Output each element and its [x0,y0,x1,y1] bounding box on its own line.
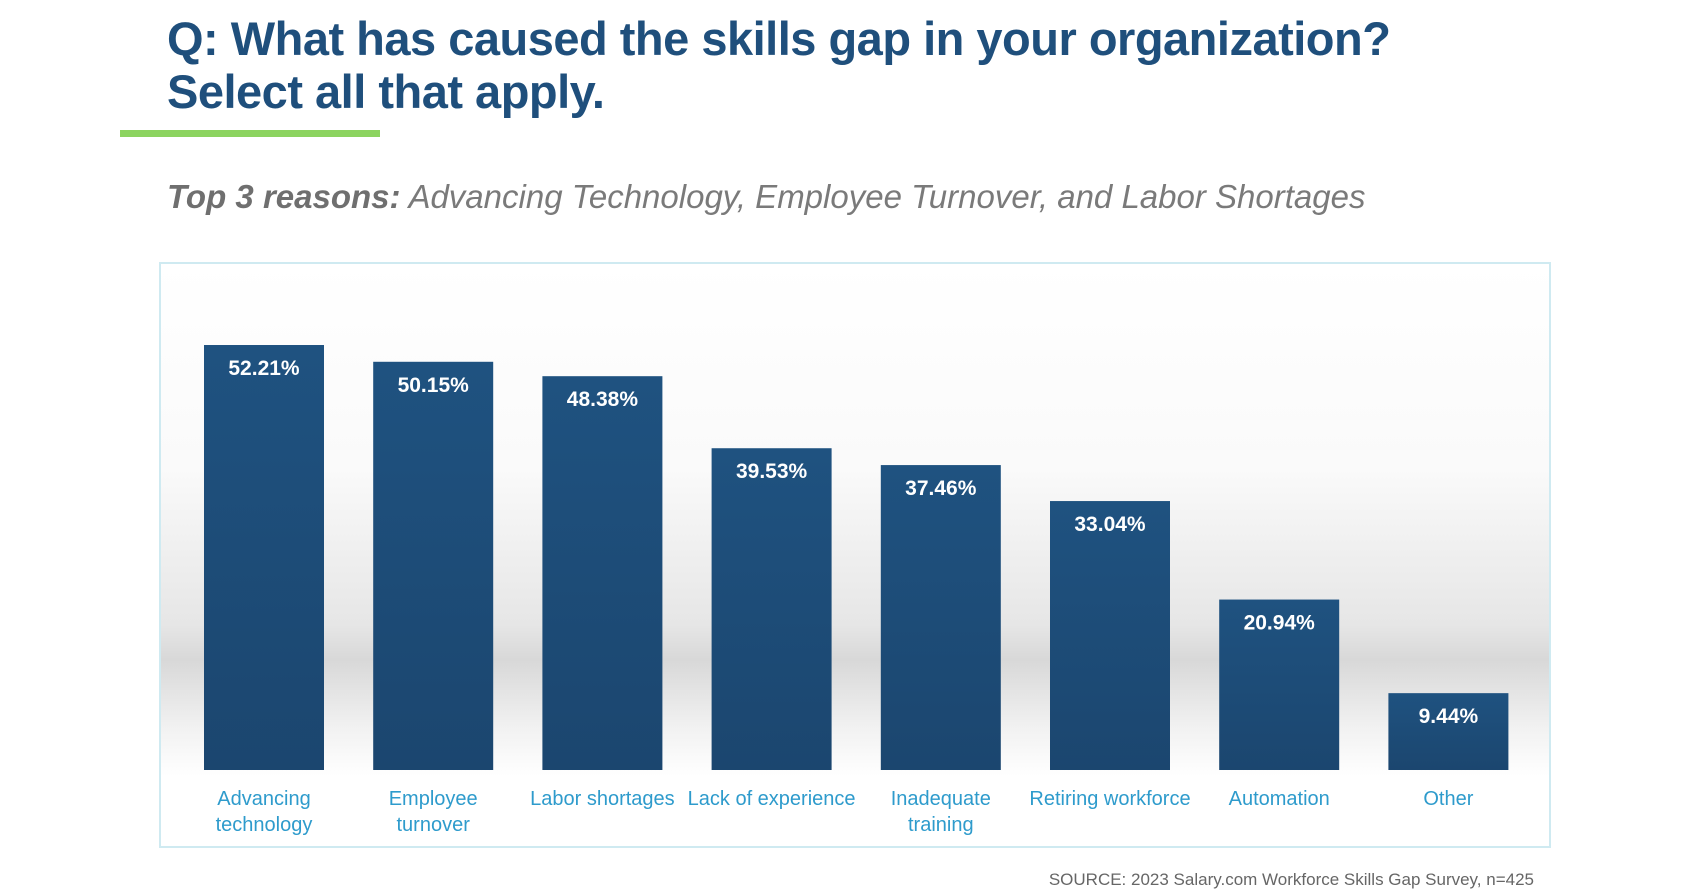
category-label: Advancing [217,788,310,810]
data-label: 48.38% [567,388,639,411]
subtitle-rest: Advancing Technology, Employee Turnover,… [400,178,1366,215]
category-label: Other [1423,788,1473,810]
category-label: Labor shortages [530,788,675,810]
subtitle: Top 3 reasons: Advancing Technology, Emp… [167,178,1365,216]
bar [1219,599,1340,770]
bar [373,361,494,770]
bar [711,448,832,770]
subtitle-bold: Top 3 reasons: [167,178,401,215]
category-label: turnover [397,814,471,836]
title-line-1: Q: What has caused the skills gap in you… [167,12,1391,65]
data-label: 52.21% [228,357,300,380]
category-label: Inadequate [891,788,991,810]
category-label: Lack of experience [688,788,856,810]
bar [880,465,1001,770]
category-label: Employee [389,788,478,810]
bar [1050,501,1170,770]
category-label: training [908,814,974,836]
data-label: 20.94% [1244,612,1316,635]
data-label: 50.15% [398,374,470,397]
bar [1388,693,1509,770]
bar [542,376,663,770]
category-label: technology [216,814,313,836]
source-note: SOURCE: 2023 Salary.com Workforce Skills… [1048,870,1534,889]
category-label: Retiring workforce [1029,788,1190,810]
data-label: 9.44% [1419,705,1479,728]
title-line-2: Select all that apply. [167,65,605,118]
data-label: 37.46% [905,477,977,500]
accent-underline [120,130,380,137]
category-label: Automation [1229,788,1330,810]
data-label: 39.53% [736,460,808,483]
data-label: 33.04% [1074,513,1146,536]
bar [204,345,324,770]
page-title: Q: What has caused the skills gap in you… [167,12,1391,118]
